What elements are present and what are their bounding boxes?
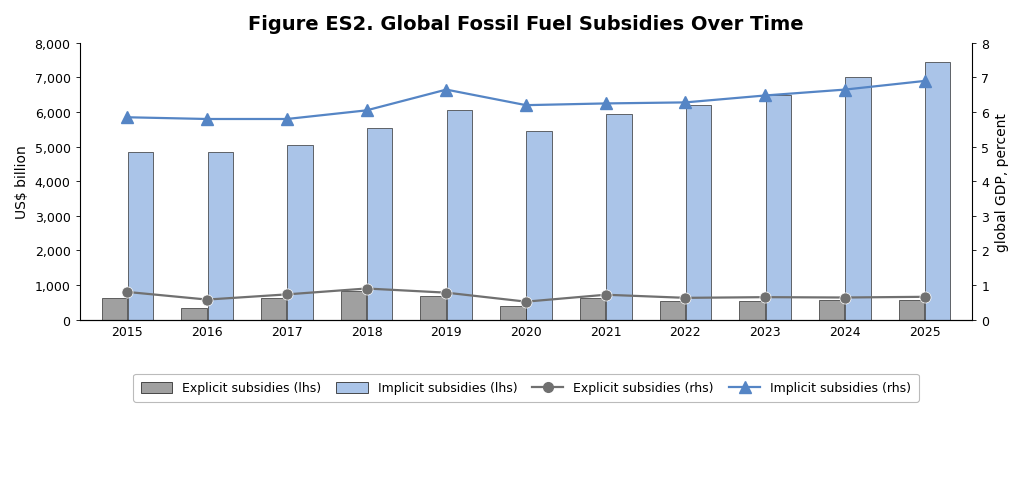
Bar [367,128,392,320]
Explicit subsidies (rhs) [360,286,373,292]
Implicit subsidies (rhs) [759,93,771,99]
Explicit subsidies (rhs) [201,297,213,303]
Bar [526,132,552,320]
Explicit subsidies (rhs) [839,295,851,301]
Implicit subsidies (rhs) [201,117,213,122]
Implicit subsidies (rhs) [520,103,532,109]
Bar [128,153,154,320]
Implicit subsidies (rhs) [839,87,851,93]
Explicit subsidies (rhs) [679,295,691,301]
Legend: Explicit subsidies (lhs), Implicit subsidies (lhs), Explicit subsidies (rhs), Im: Explicit subsidies (lhs), Implicit subsi… [133,374,919,402]
Bar [446,111,472,320]
Explicit subsidies (rhs) [919,294,931,300]
Explicit subsidies (rhs) [759,295,771,301]
Bar [580,299,605,320]
Bar [208,153,233,320]
Bar [500,307,525,320]
Bar [686,106,712,320]
Bar [181,308,207,320]
Bar [925,63,950,320]
Implicit subsidies (rhs) [281,117,293,122]
Bar [101,299,127,320]
Implicit subsidies (rhs) [600,102,612,107]
Bar [421,297,445,320]
Bar [766,96,792,320]
Bar [341,291,367,320]
Bar [261,299,287,320]
Explicit subsidies (rhs) [121,289,133,295]
Title: Figure ES2. Global Fossil Fuel Subsidies Over Time: Figure ES2. Global Fossil Fuel Subsidies… [248,15,804,34]
Explicit subsidies (rhs) [600,292,612,298]
Explicit subsidies (rhs) [440,290,453,296]
Y-axis label: US$ billion: US$ billion [15,145,29,219]
Implicit subsidies (rhs) [440,87,453,93]
Explicit subsidies (rhs) [520,299,532,305]
Y-axis label: global GDP, percent: global GDP, percent [995,113,1009,251]
Implicit subsidies (rhs) [360,108,373,114]
Bar [819,301,845,320]
Bar [845,78,870,320]
Line: Explicit subsidies (rhs): Explicit subsidies (rhs) [122,284,930,307]
Bar [606,115,632,320]
Implicit subsidies (rhs) [121,115,133,121]
Explicit subsidies (rhs) [281,292,293,298]
Line: Implicit subsidies (rhs): Implicit subsidies (rhs) [121,76,931,126]
Bar [739,301,765,320]
Implicit subsidies (rhs) [679,100,691,106]
Implicit subsidies (rhs) [919,79,931,85]
Bar [288,145,312,320]
Bar [659,302,685,320]
Bar [899,300,925,320]
